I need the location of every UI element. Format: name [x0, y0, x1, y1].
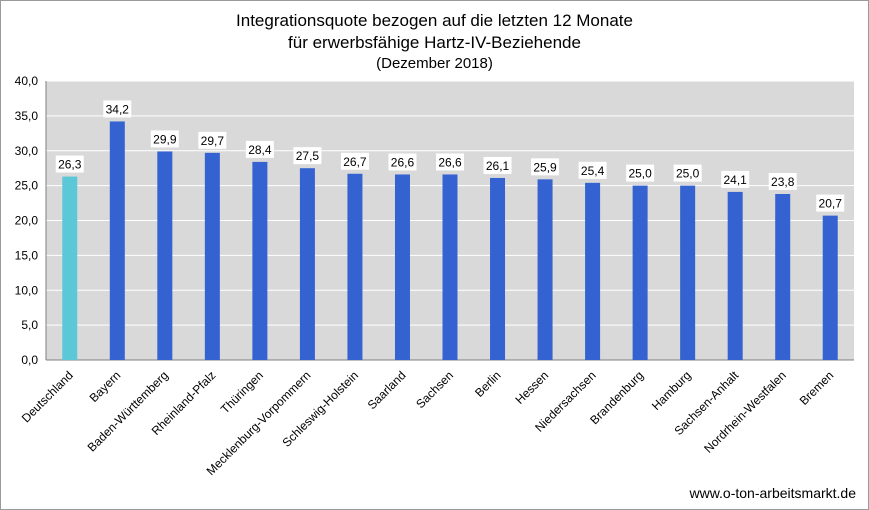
chart-subtitle: (Dezember 2018) [376, 55, 493, 72]
y-tick-label: 20,0 [15, 214, 39, 228]
x-tick-label: Deutschland [19, 368, 76, 425]
y-tick-label: 30,0 [15, 144, 39, 158]
data-label-box [293, 147, 322, 165]
data-label: 26,6 [438, 155, 462, 169]
data-label: 26,6 [391, 155, 415, 169]
data-label: 24,1 [723, 173, 747, 187]
bar [157, 151, 173, 360]
chart-title-line-2: für erwerbsfähige Hartz-IV-Beziehende [288, 33, 581, 52]
bar [727, 191, 743, 360]
data-label-box [245, 140, 274, 158]
data-label: 25,0 [628, 167, 652, 181]
bar [775, 193, 791, 360]
data-label-box [768, 172, 797, 190]
data-label: 25,9 [533, 160, 557, 174]
data-label: 34,2 [106, 102, 130, 116]
data-label: 29,7 [201, 134, 225, 148]
bar [204, 152, 220, 360]
x-tick-label: Sachsen [413, 368, 456, 411]
bar [394, 174, 410, 360]
source-credit: www.o-ton-arbeitsmarkt.de [689, 485, 856, 501]
data-label-box [198, 131, 227, 149]
bar [442, 174, 458, 360]
x-tick-label: Hamburg [649, 368, 694, 413]
x-tick-label: Saarland [365, 368, 409, 412]
x-tick-label: Bayern [87, 368, 124, 405]
bar [299, 168, 315, 360]
data-label-box [578, 161, 607, 179]
y-tick-label: 35,0 [15, 109, 39, 123]
data-label: 29,9 [153, 132, 177, 146]
bar [822, 215, 838, 360]
data-label-box [673, 164, 702, 182]
bar [109, 121, 125, 360]
x-tick-label: Bremen [797, 368, 837, 408]
y-tick-label: 25,0 [15, 179, 39, 193]
chart-title-line-1: Integrationsquote bezogen auf die letzte… [236, 11, 633, 30]
data-label-box [531, 158, 560, 176]
data-label-box [103, 100, 132, 118]
x-tick-label: Hessen [513, 368, 552, 407]
y-tick-label: 40,0 [15, 74, 39, 88]
data-label-box [436, 153, 464, 171]
data-label: 27,5 [296, 149, 320, 163]
bar [632, 185, 648, 360]
data-label-box [626, 164, 655, 182]
data-label: 26,1 [486, 159, 510, 173]
data-label: 26,7 [343, 155, 367, 169]
data-label-box [388, 153, 417, 171]
bar [680, 185, 696, 360]
data-label: 28,4 [248, 143, 272, 157]
bar [62, 176, 78, 360]
y-tick-label: 0,0 [21, 353, 38, 367]
data-label-box [340, 152, 369, 170]
bar [490, 177, 506, 360]
bar [252, 161, 268, 360]
bar [537, 179, 553, 360]
x-tick-label: Baden-Württemberg [85, 368, 171, 454]
data-label: 20,7 [819, 197, 843, 211]
y-tick-label: 5,0 [21, 318, 38, 332]
data-label-box [816, 194, 845, 212]
x-tick-label: Nordrhein-Westfalen [701, 368, 789, 456]
data-label: 26,3 [58, 158, 82, 172]
data-label-box [483, 156, 512, 174]
x-tick-label: Berlin [472, 368, 504, 400]
data-label-box [150, 130, 179, 148]
data-label: 25,4 [581, 164, 605, 178]
data-label: 23,8 [771, 175, 795, 189]
data-label: 25,0 [676, 167, 700, 181]
data-label-box [721, 170, 750, 188]
x-tick-label: Thüringen [218, 368, 266, 416]
bar [585, 182, 601, 360]
bar [347, 173, 363, 360]
data-label-box [55, 155, 84, 173]
y-tick-label: 10,0 [15, 283, 39, 297]
y-tick-label: 15,0 [15, 248, 39, 262]
